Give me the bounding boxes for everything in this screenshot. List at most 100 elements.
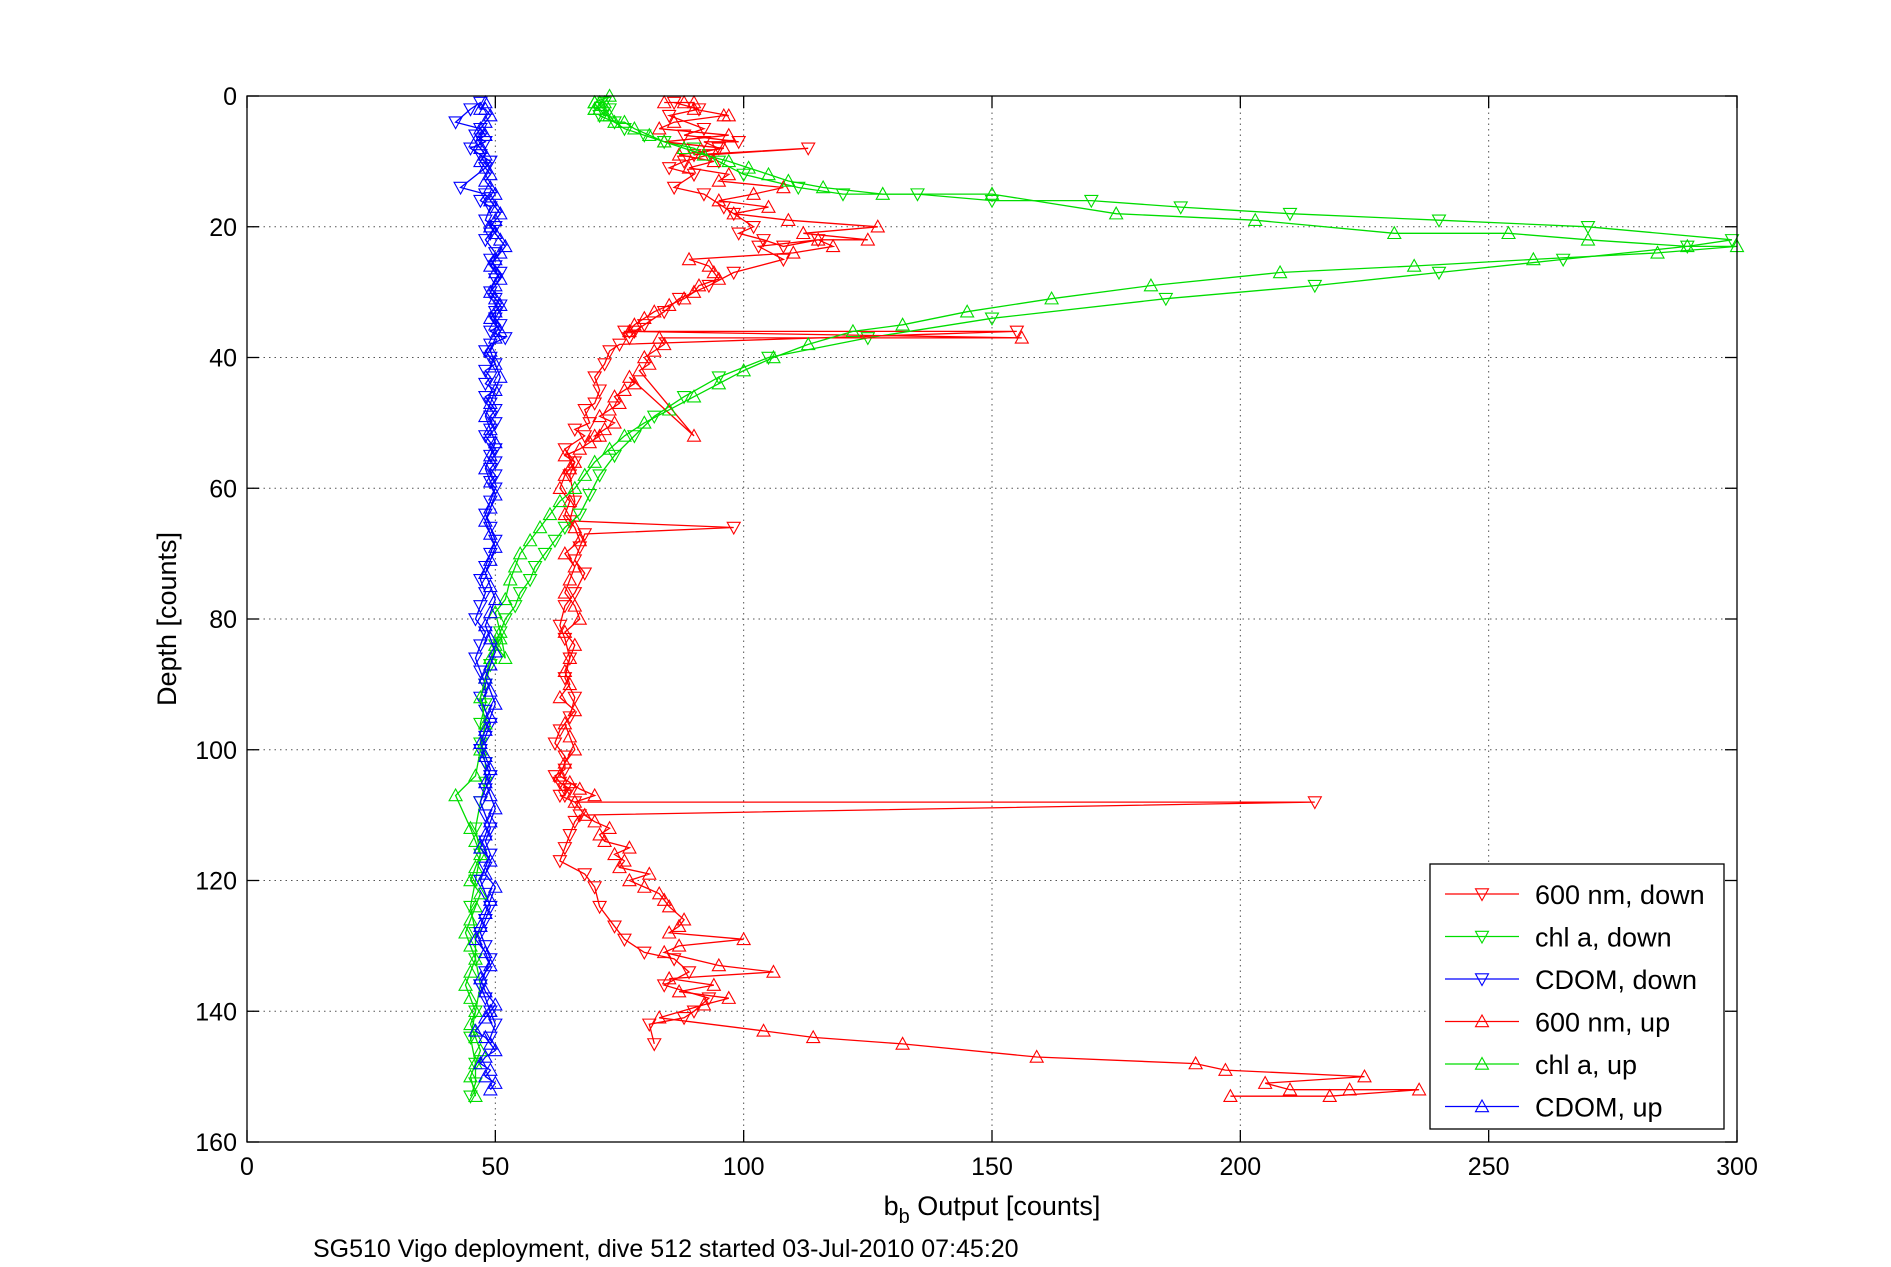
data-point (477, 408, 493, 423)
data-point (468, 613, 483, 627)
data-point (617, 428, 632, 442)
data-point (572, 781, 588, 795)
legend-label: CDOM, up (1535, 1093, 1663, 1123)
data-point (492, 369, 508, 383)
data-point (557, 632, 573, 647)
data-point (552, 776, 568, 791)
data-point (487, 277, 503, 292)
data-point (487, 591, 503, 606)
data-point (567, 794, 583, 808)
data-point (676, 291, 692, 305)
data-point (607, 114, 622, 128)
data-point (463, 1016, 478, 1031)
data-point (463, 872, 478, 887)
data-point (492, 245, 508, 259)
data-point (463, 964, 478, 978)
data-point (487, 264, 503, 279)
data-point (468, 1023, 483, 1037)
data-point (557, 585, 573, 599)
data-point (547, 534, 563, 549)
data-point (448, 116, 464, 130)
data-point (463, 1090, 478, 1104)
data-point (766, 349, 781, 364)
data-point (1083, 194, 1099, 209)
data-point (780, 212, 796, 226)
data-point (468, 859, 483, 874)
data-point (617, 325, 632, 339)
data-point (468, 951, 483, 965)
data-point (825, 238, 841, 253)
x-tick-label: 250 (1468, 1153, 1510, 1181)
data-point (487, 199, 503, 213)
data-point (626, 376, 642, 390)
data-point (1357, 1068, 1372, 1083)
data-point (746, 221, 762, 235)
data-point (557, 545, 573, 560)
data-point (482, 343, 498, 357)
data-point (731, 227, 747, 241)
data-point (487, 251, 503, 266)
data-point (646, 410, 662, 424)
data-point (487, 487, 503, 501)
data-point (482, 1036, 498, 1050)
data-point (1272, 264, 1288, 279)
data-point (477, 1049, 493, 1063)
data-point (497, 591, 513, 606)
ticks: 0 50 100 150 200 250 300 0 20 40 60 80 100 120 140 160 (195, 83, 1758, 1181)
data-point (1222, 1088, 1238, 1102)
data-point (696, 188, 712, 202)
data-point (477, 136, 493, 150)
data-point (577, 430, 593, 444)
data-point (477, 940, 493, 954)
data-point (487, 221, 503, 235)
data-point (617, 382, 632, 396)
data-point (468, 1057, 483, 1072)
data-point (706, 264, 722, 279)
data-point (567, 691, 583, 706)
data-point (572, 611, 588, 625)
data-point (562, 652, 578, 666)
data-point (592, 384, 608, 398)
data-point (487, 356, 503, 370)
data-point (567, 742, 583, 756)
y-tick-label: 20 (209, 214, 237, 242)
data-point (676, 390, 692, 405)
data-point (477, 214, 493, 228)
data-point (631, 362, 647, 377)
data-point (587, 371, 603, 385)
data-point (477, 94, 493, 109)
data-point (468, 1003, 483, 1017)
data-point (587, 94, 603, 109)
data-point (686, 149, 702, 163)
data-point (472, 140, 488, 155)
data-point (552, 493, 568, 508)
data-point (468, 1088, 483, 1102)
data-point (815, 179, 831, 194)
data-point (726, 521, 742, 536)
data-point (458, 925, 473, 939)
data-point (597, 421, 613, 436)
legend-entry: chl a, down (1445, 923, 1672, 953)
data-point (472, 1042, 488, 1057)
data-point (612, 338, 627, 353)
data-point (567, 637, 583, 651)
data-point (721, 107, 737, 122)
data-point (592, 900, 608, 915)
data-point (984, 186, 1000, 200)
data-point (582, 417, 598, 431)
data-point (1173, 201, 1189, 215)
data-point (463, 1068, 478, 1083)
data-point (482, 892, 498, 906)
data-point (482, 166, 498, 181)
data-point (537, 547, 553, 562)
data-point (641, 127, 657, 141)
data-point (696, 136, 712, 150)
data-point (482, 395, 498, 410)
x-tick-label: 100 (723, 1153, 765, 1181)
data-point (482, 310, 498, 325)
data-point (477, 513, 493, 527)
data-point (468, 931, 483, 946)
data-point (472, 735, 488, 749)
data-point (522, 574, 538, 588)
data-point (482, 462, 498, 477)
